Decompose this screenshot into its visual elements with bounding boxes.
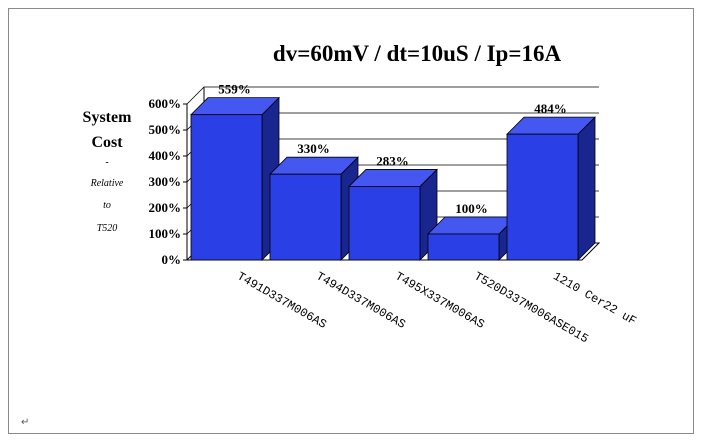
- y-tick-label: 300%: [149, 174, 182, 189]
- data-label: 559%: [218, 82, 251, 97]
- x-axis-labels: T491D337M006AST494D337M006AST495X337M006…: [235, 269, 639, 346]
- bar-chart: dv=60mV / dt=10uS / Ip=16A System Cost -…: [21, 41, 639, 428]
- chart-title: dv=60mV / dt=10uS / Ip=16A: [273, 41, 562, 66]
- y-tick-label: 200%: [149, 200, 182, 215]
- data-label: 283%: [376, 153, 409, 168]
- bar: [427, 216, 517, 261]
- ylabel-line-2: Cost: [91, 134, 123, 151]
- bar: [190, 96, 280, 261]
- bar-front: [348, 186, 421, 261]
- bar-front: [506, 133, 579, 261]
- y-tick-label: 400%: [149, 148, 182, 163]
- y-tick-label: 0%: [162, 252, 182, 267]
- y-tick-label: 600%: [149, 96, 182, 111]
- bar-side: [577, 116, 596, 261]
- bar-front: [190, 114, 263, 261]
- data-label: 330%: [297, 141, 330, 156]
- data-label: 484%: [534, 101, 567, 116]
- y-axis-label: System Cost - Relative to T520: [83, 109, 133, 234]
- bar-front: [269, 173, 342, 261]
- bar: [269, 156, 359, 261]
- chart-frame: dv=60mV / dt=10uS / Ip=16A System Cost -…: [8, 8, 694, 434]
- y-tick-label: 500%: [149, 122, 182, 137]
- data-label: 100%: [455, 201, 488, 216]
- data-labels: 559% 330% 283% 100% 484%: [218, 82, 567, 216]
- ylabel-line-4: Relative: [90, 178, 124, 189]
- bars: [190, 96, 596, 261]
- ylabel-line-3: -: [105, 157, 108, 168]
- y-axis-ticks: 0% 100% 200% 300% 400% 500% 600%: [149, 96, 187, 267]
- bar-front: [427, 233, 500, 261]
- bar: [506, 116, 596, 261]
- ylabel-line-5: to: [103, 200, 111, 211]
- ylabel-line-1: System: [83, 109, 133, 126]
- bar: [348, 168, 438, 261]
- y-tick-label: 100%: [149, 226, 182, 241]
- paragraph-mark: ↵: [21, 417, 29, 428]
- ylabel-line-6: T520: [97, 223, 118, 234]
